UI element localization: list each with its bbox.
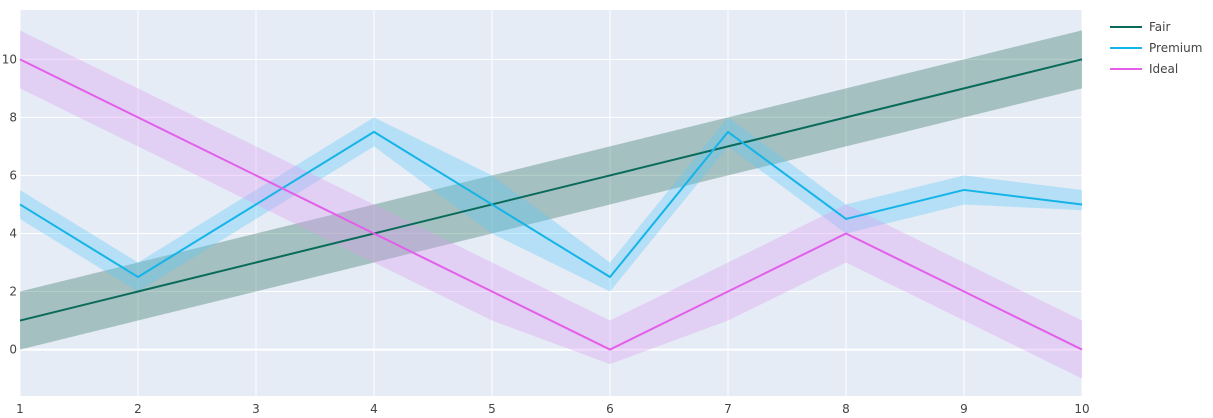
legend-item-fair[interactable]: Fair	[1110, 20, 1170, 34]
series-lines	[19, 58, 1083, 351]
series-line-fair	[19, 58, 1083, 322]
legend-item-ideal[interactable]: Ideal	[1110, 62, 1178, 76]
x-axis-ticks: 1 2 3 4 5 6 7 8 9 10	[16, 402, 1089, 416]
x-tick-label: 6	[606, 402, 614, 416]
y-tick-label: 10	[2, 52, 17, 66]
series-line-ideal	[19, 58, 1083, 351]
x-tick-label: 1	[16, 402, 24, 416]
legend-label: Fair	[1149, 20, 1170, 34]
y-tick-label: 4	[9, 226, 17, 240]
legend-label: Ideal	[1149, 62, 1178, 76]
y-tick-label: 2	[9, 285, 17, 299]
y-axis-ticks: 0 2 4 6 8 10	[2, 52, 17, 356]
plot-area	[20, 10, 1082, 396]
x-tick-label: 9	[960, 402, 968, 416]
x-tick-label: 5	[488, 402, 496, 416]
x-tick-label: 8	[842, 402, 850, 416]
x-tick-label: 4	[370, 402, 378, 416]
x-tick-label: 10	[1074, 402, 1089, 416]
series-line-premium	[19, 130, 1083, 279]
y-tick-label: 8	[9, 110, 17, 124]
y-tick-label: 0	[9, 343, 17, 357]
band-premium	[20, 117, 1082, 292]
x-tick-label: 7	[724, 402, 732, 416]
x-tick-label: 3	[252, 402, 260, 416]
legend[interactable]: Fair Premium Ideal	[1110, 20, 1202, 76]
legend-label: Premium	[1149, 41, 1202, 55]
x-tick-label: 2	[134, 402, 142, 416]
y-tick-label: 6	[9, 168, 17, 182]
gridlines	[19, 10, 1083, 396]
band-ideal	[20, 30, 1082, 379]
legend-item-premium[interactable]: Premium	[1110, 41, 1202, 55]
